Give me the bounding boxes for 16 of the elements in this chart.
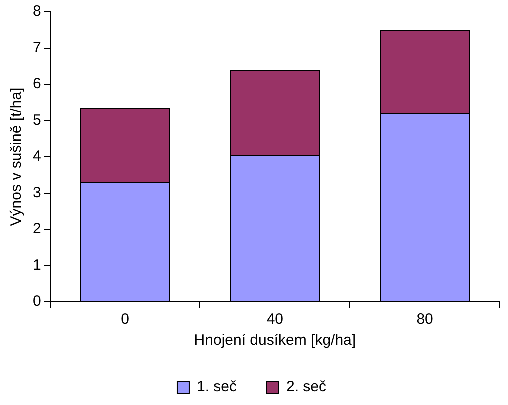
x-tick-label: 80 [416,311,434,328]
legend-label: 1. seč [196,378,238,396]
y-axis-title: Výnos v sušině [t/ha] [8,88,26,226]
y-tick-label: 7 [33,39,42,56]
y-tick-label: 4 [33,148,42,166]
x-tick-label: 40 [266,311,284,328]
y-tick-label: 8 [33,3,42,20]
y-tick-label: 5 [33,112,42,129]
y-tick-label: 6 [33,76,42,93]
x-tick-label: 0 [121,311,130,328]
y-tick-label: 2 [33,220,42,238]
y-tick-label: 0 [33,293,42,310]
legend-label: 2. seč [286,378,328,396]
y-tick-label: 1 [33,256,42,274]
y-tick-label: 3 [33,184,42,202]
x-axis-title: Hnojení dusíkem [kg/ha] [194,332,356,350]
